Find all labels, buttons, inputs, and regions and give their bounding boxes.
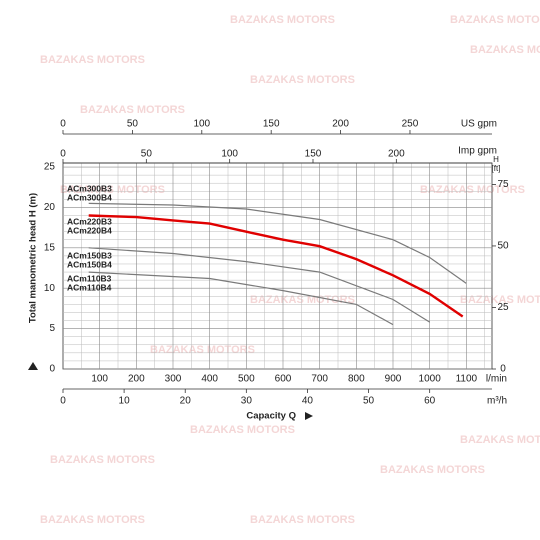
- axis-tick-label: 150: [263, 119, 280, 130]
- y-arrow: [28, 362, 38, 370]
- axis-tick-label: 100: [193, 119, 210, 130]
- curve: [88, 202, 467, 284]
- bottom-axis-unit: m³/h: [487, 396, 507, 407]
- curve: [88, 271, 394, 326]
- right-tick-label: 75: [497, 179, 509, 190]
- curve-label: ACm150B4: [67, 259, 112, 269]
- curve-label: ACm150B3: [67, 250, 112, 260]
- y-tick-label: 5: [49, 323, 55, 334]
- axis-tick-label: 40: [302, 396, 314, 407]
- watermark: BAZAKAS MOTORS: [80, 104, 185, 116]
- x-tick-label: 1000: [419, 374, 442, 385]
- axis-tick-label: 50: [141, 149, 153, 160]
- x-tick-label: 300: [165, 374, 182, 385]
- axis-tick-label: 60: [424, 396, 436, 407]
- watermark: BAZAKAS MOTORS: [250, 294, 355, 306]
- watermark: BAZAKAS MOTORS: [50, 454, 155, 466]
- watermark: BAZAKAS MOTORS: [150, 344, 255, 356]
- curve-label: ACm110B3: [67, 273, 112, 283]
- watermark: BAZAKAS MOTORS: [460, 434, 540, 446]
- watermark: BAZAKAS MOTORS: [40, 54, 145, 66]
- right-tick-label: 0: [500, 364, 506, 375]
- curve: [88, 247, 431, 323]
- axis-tick-label: 100: [221, 149, 238, 160]
- watermark: BAZAKAS MOTORS: [60, 184, 165, 196]
- x-tick-label: 100: [91, 374, 108, 385]
- right-axis-label: H: [493, 155, 499, 164]
- right-tick-label: 25: [497, 302, 509, 313]
- axis-tick-label: 0: [60, 396, 66, 407]
- y-tick-label: 0: [49, 364, 55, 375]
- y-tick-label: 10: [44, 283, 56, 294]
- curve-label: ACm220B4: [67, 225, 112, 235]
- axis-tick-label: 250: [402, 119, 419, 130]
- watermark: BAZAKAS MOTORS: [380, 464, 485, 476]
- axis-tick-label: 200: [388, 149, 405, 160]
- top-axis-unit: US gpm: [461, 119, 497, 130]
- x-tick-label: 900: [385, 374, 402, 385]
- y-tick-label: 15: [44, 242, 56, 253]
- watermark: BAZAKAS MOTORS: [450, 14, 540, 26]
- axis-tick-label: 0: [60, 119, 66, 130]
- axis-tick-label: 20: [180, 396, 192, 407]
- axis-tick-label: 50: [127, 119, 139, 130]
- curve-label: ACm300B4: [67, 192, 112, 202]
- y-tick-label: 25: [44, 162, 56, 173]
- x-tick-label: 400: [201, 374, 218, 385]
- x-tick-label: 1100: [456, 374, 478, 385]
- watermark: BAZAKAS MOTORS: [420, 184, 525, 196]
- curve-label: ACm300B3: [67, 183, 112, 193]
- watermark: BAZAKAS MOTORS: [230, 14, 335, 26]
- watermarks: BAZAKAS MOTORS BAZAKAS MOTORS BAZAKAS MOTO…: [40, 14, 540, 526]
- x-axis-label: Capacity Q: [246, 411, 296, 422]
- x-tick-label: 600: [275, 374, 292, 385]
- watermark: BAZAKAS MOTORS: [470, 44, 540, 56]
- x-arrow: [305, 412, 313, 420]
- curve: [88, 214, 464, 318]
- x-tick-label: 500: [238, 374, 255, 385]
- watermark: BAZAKAS MOTORS: [190, 424, 295, 436]
- x-unit: l/min: [486, 374, 507, 385]
- second-top-axis-unit: Imp gpm: [458, 146, 497, 157]
- y-axis-label: Total manometric head H (m): [28, 193, 39, 323]
- axis-tick-label: 150: [305, 149, 322, 160]
- watermark: BAZAKAS MOTORS: [250, 514, 355, 526]
- axis-tick-label: 0: [60, 149, 66, 160]
- right-tick-label: 50: [497, 241, 509, 252]
- curve-label: ACm220B3: [67, 216, 112, 226]
- axis-tick-label: 30: [241, 396, 253, 407]
- axis-tick-label: 10: [119, 396, 131, 407]
- watermark: BAZAKAS MOTORS: [250, 74, 355, 86]
- x-tick-label: 700: [311, 374, 328, 385]
- axis-tick-label: 50: [363, 396, 375, 407]
- x-tick-label: 800: [348, 374, 365, 385]
- watermark: BAZAKAS MOTORS: [40, 514, 145, 526]
- y-tick-label: 20: [44, 202, 56, 213]
- watermark: BAZAKAS MOTORS: [460, 294, 540, 306]
- x-tick-label: 200: [128, 374, 145, 385]
- axis-tick-label: 200: [332, 119, 349, 130]
- right-axis-unit: [ft]: [492, 164, 501, 173]
- curve-label: ACm110B4: [67, 282, 112, 292]
